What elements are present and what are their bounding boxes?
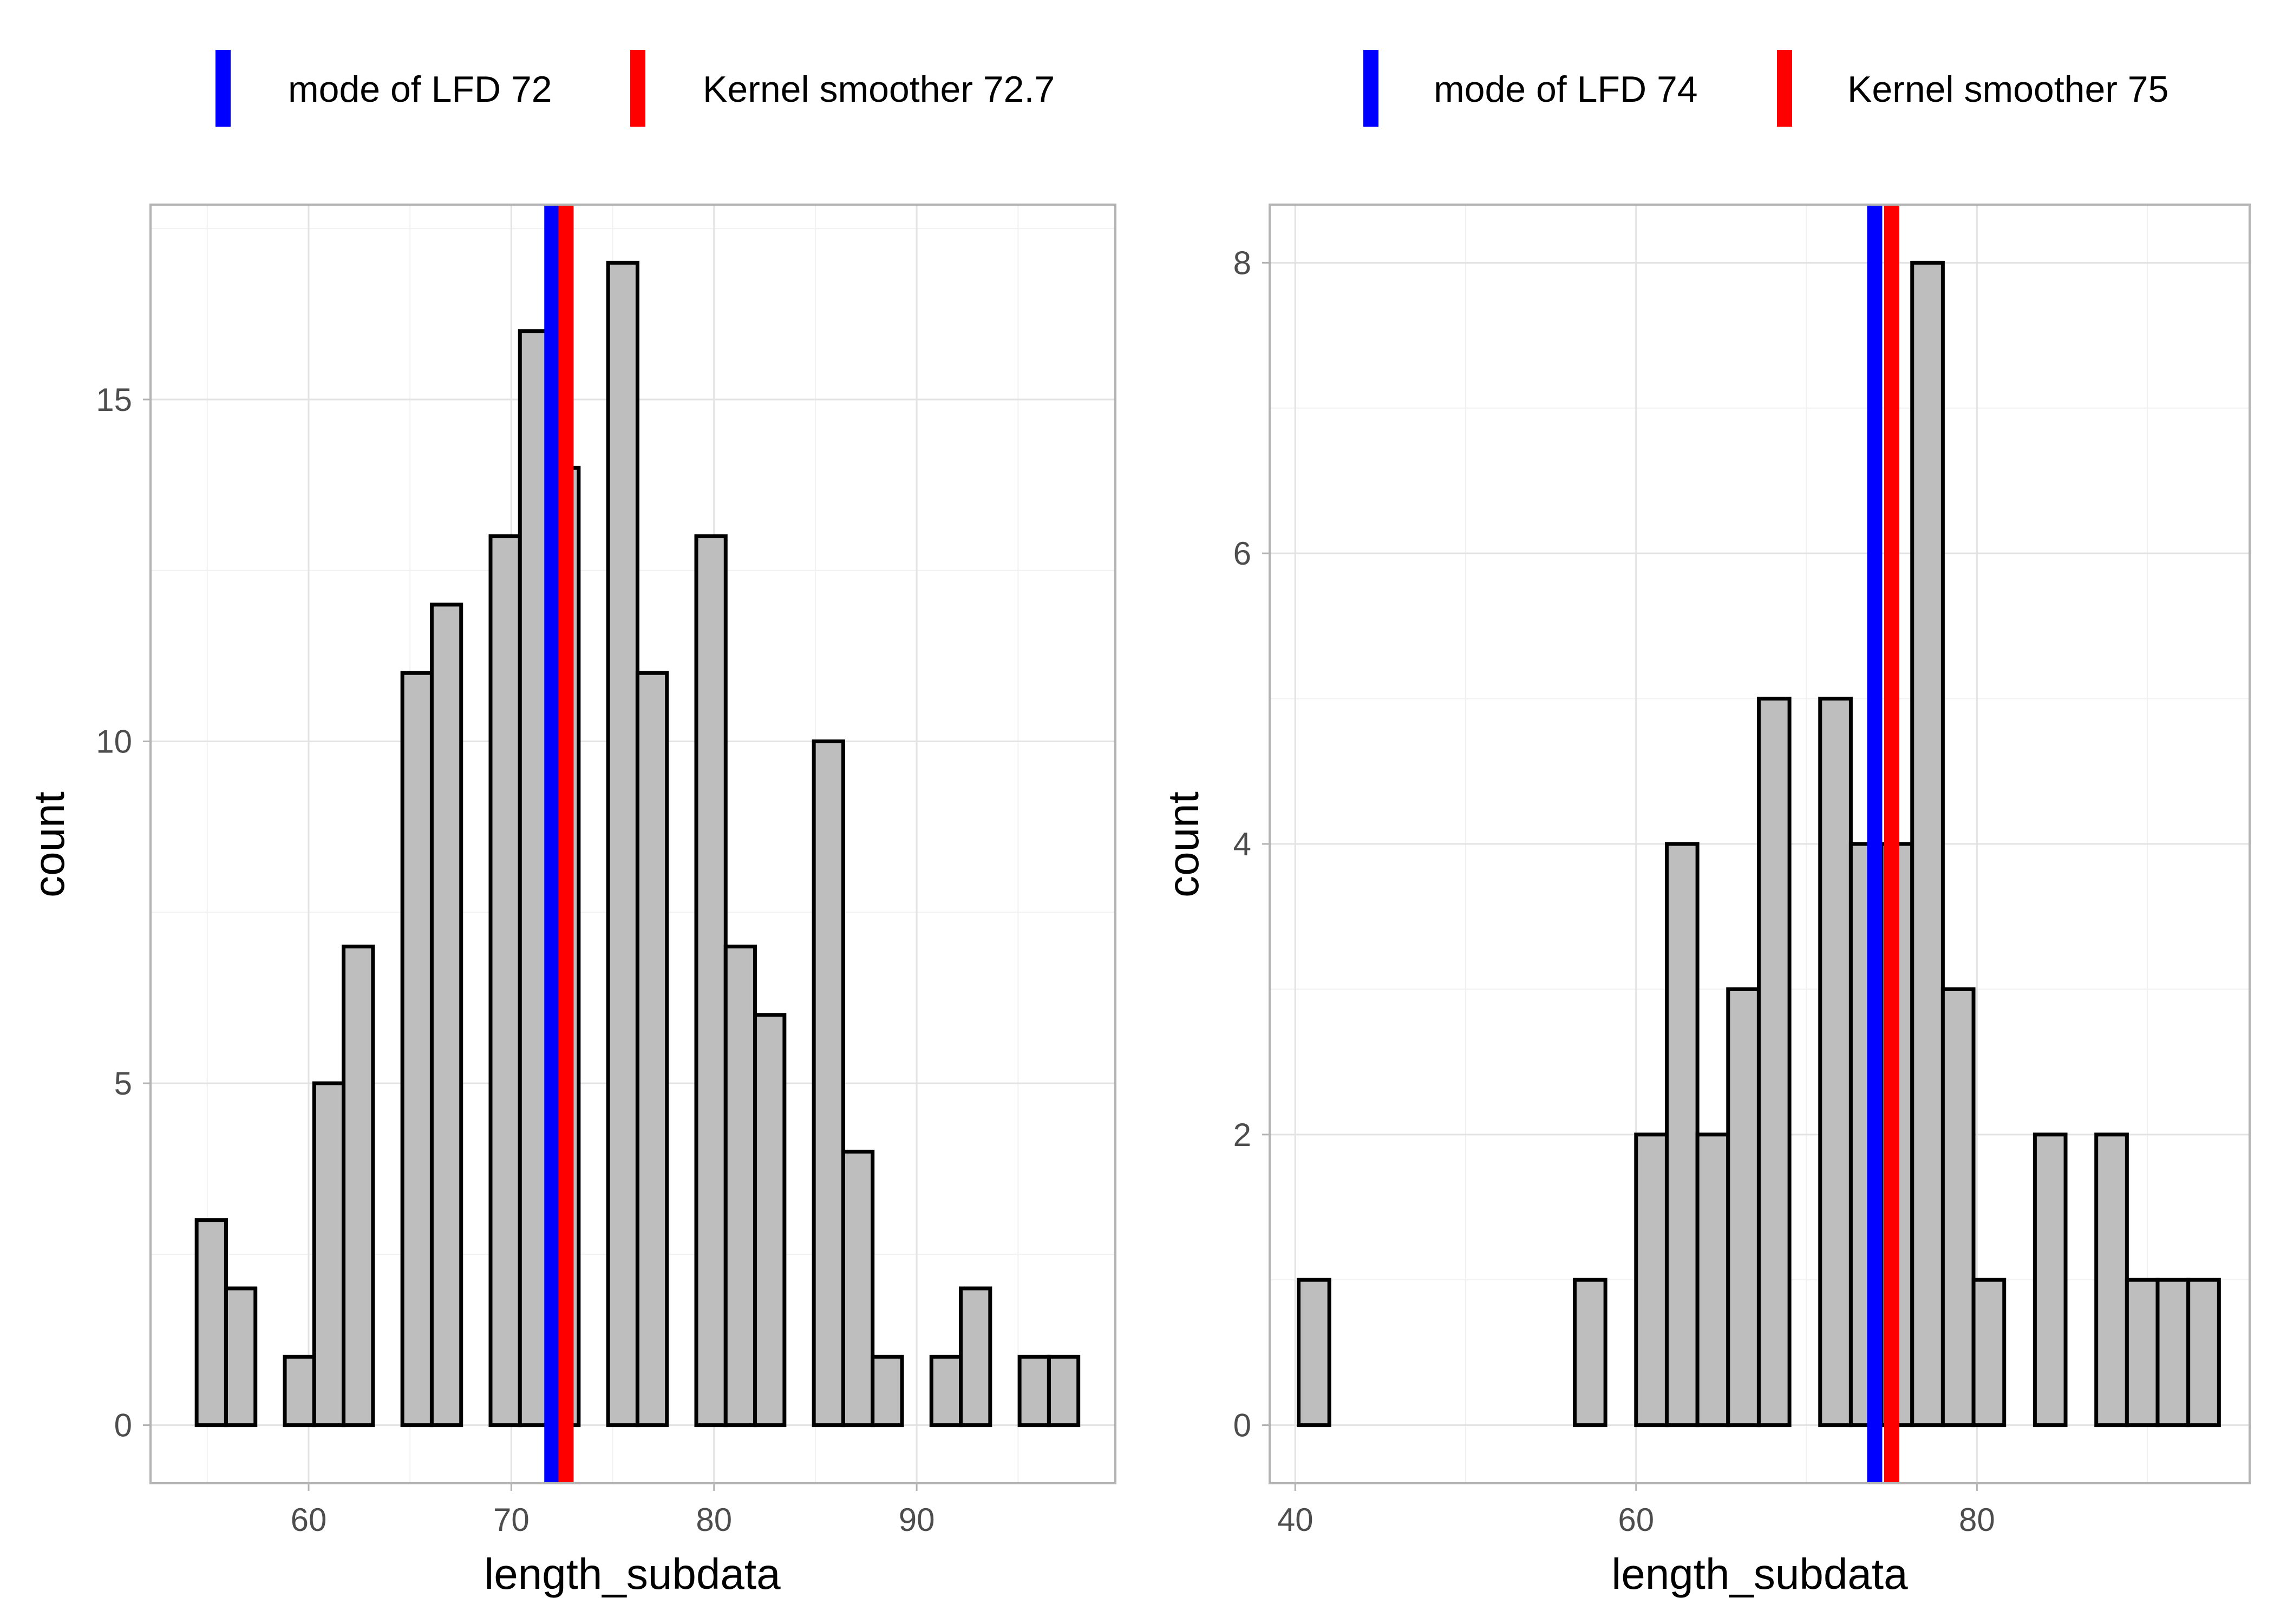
left-histogram-bar [606, 260, 639, 1427]
left-histogram-bar [429, 603, 463, 1427]
left-histogram-bar [753, 1013, 787, 1427]
right-x-tick-label: 40 [1277, 1502, 1314, 1538]
right-x-tick-label: 80 [1959, 1502, 1995, 1538]
right-histogram-bar [2125, 1278, 2160, 1427]
left-histogram-bar [1047, 1354, 1081, 1427]
right-y-tick-label: 6 [1233, 535, 1251, 572]
left-histogram-bar [841, 1149, 875, 1427]
right-histogram-bar [1572, 1278, 1608, 1427]
right-histogram-bar [1297, 1278, 1331, 1427]
left-x-tick-label: 60 [291, 1502, 327, 1538]
left-histogram-bar [959, 1286, 992, 1427]
right-histogram-bar [1971, 1278, 2007, 1427]
left-histogram-bar [224, 1286, 258, 1427]
right-y-tick-label: 0 [1233, 1407, 1251, 1444]
left-histogram-bar [488, 534, 522, 1427]
left-x-tick-label: 70 [493, 1502, 530, 1538]
right-legend-key-kernel [1777, 50, 1792, 127]
left-legend: mode of LFD 72 Kernel smoother 72.7 [215, 50, 1055, 127]
right-legend-label-kernel: Kernel smoother 75 [1847, 69, 2168, 110]
right-histogram-bar [1664, 842, 1700, 1427]
left-histogram-bar [723, 944, 757, 1427]
left-x-tick-label: 90 [899, 1502, 935, 1538]
right-histogram-bar [2033, 1132, 2068, 1427]
left-axis-ticks: 60 70 80 90 0 5 10 15 [96, 382, 935, 1538]
left-histogram-bar [400, 671, 434, 1427]
left-histogram-bar [871, 1354, 904, 1427]
left-panel-border [149, 204, 1116, 1484]
left-x-tick-label: 80 [696, 1502, 732, 1538]
left-legend-label-kernel: Kernel smoother 72.7 [703, 69, 1055, 110]
left-histogram-bar [929, 1354, 963, 1427]
left-histogram-bar [635, 671, 669, 1427]
left-histogram-bar [812, 739, 845, 1427]
left-legend-key-mode [215, 50, 231, 127]
right-x-axis-title: length_subdata [1611, 1550, 1908, 1598]
left-y-tick-label: 0 [114, 1407, 132, 1444]
left-histogram-bar [342, 944, 375, 1427]
right-histogram-chart: mode of LFD 74 Kernel smoother 75 40 60 80… [1159, 50, 2251, 1598]
left-histogram-chart: mode of LFD 72 Kernel smoother 72.7 60 70… [25, 50, 1116, 1598]
right-histogram-bar [2155, 1278, 2191, 1427]
right-legend-key-mode [1363, 50, 1378, 127]
right-histogram-bar [1695, 1132, 1730, 1427]
left-histogram-bar [283, 1354, 316, 1427]
right-x-tick-label: 60 [1618, 1502, 1654, 1538]
right-histogram-bar [1940, 987, 1976, 1427]
right-legend: mode of LFD 74 Kernel smoother 75 [1363, 50, 2168, 127]
right-y-tick-label: 2 [1233, 1117, 1251, 1153]
left-y-axis-title: count [25, 791, 73, 898]
left-histogram-bar [694, 534, 728, 1427]
left-reference-lines [544, 205, 574, 1483]
left-histogram-bar [1017, 1354, 1051, 1427]
right-axis-ticks: 40 60 80 0 2 4 6 8 [1233, 245, 1995, 1538]
left-y-tick-label: 15 [96, 382, 132, 418]
left-histogram-bar [312, 1081, 346, 1427]
right-histogram-bar [1818, 697, 1853, 1427]
right-y-tick-label: 4 [1233, 826, 1251, 862]
left-y-tick-label: 10 [96, 724, 132, 760]
left-x-axis-title: length_subdata [484, 1550, 781, 1598]
right-y-axis-title: count [1159, 791, 1207, 898]
right-histogram-bar [1634, 1132, 1669, 1427]
left-legend-key-kernel [630, 50, 645, 127]
right-histogram-bar [2186, 1278, 2221, 1427]
right-histogram-bar [1756, 697, 1792, 1427]
right-reference-lines [1867, 205, 1899, 1483]
right-histogram-bar [1910, 260, 1945, 1427]
left-histogram-bar [194, 1218, 228, 1427]
right-histogram-bar [1726, 987, 1761, 1427]
right-legend-label-mode: mode of LFD 74 [1434, 69, 1698, 110]
left-legend-label-mode: mode of LFD 72 [288, 69, 552, 110]
right-bars [1297, 260, 2221, 1427]
left-y-tick-label: 5 [114, 1065, 132, 1102]
right-histogram-bar [2094, 1132, 2129, 1427]
right-y-tick-label: 8 [1233, 245, 1251, 281]
